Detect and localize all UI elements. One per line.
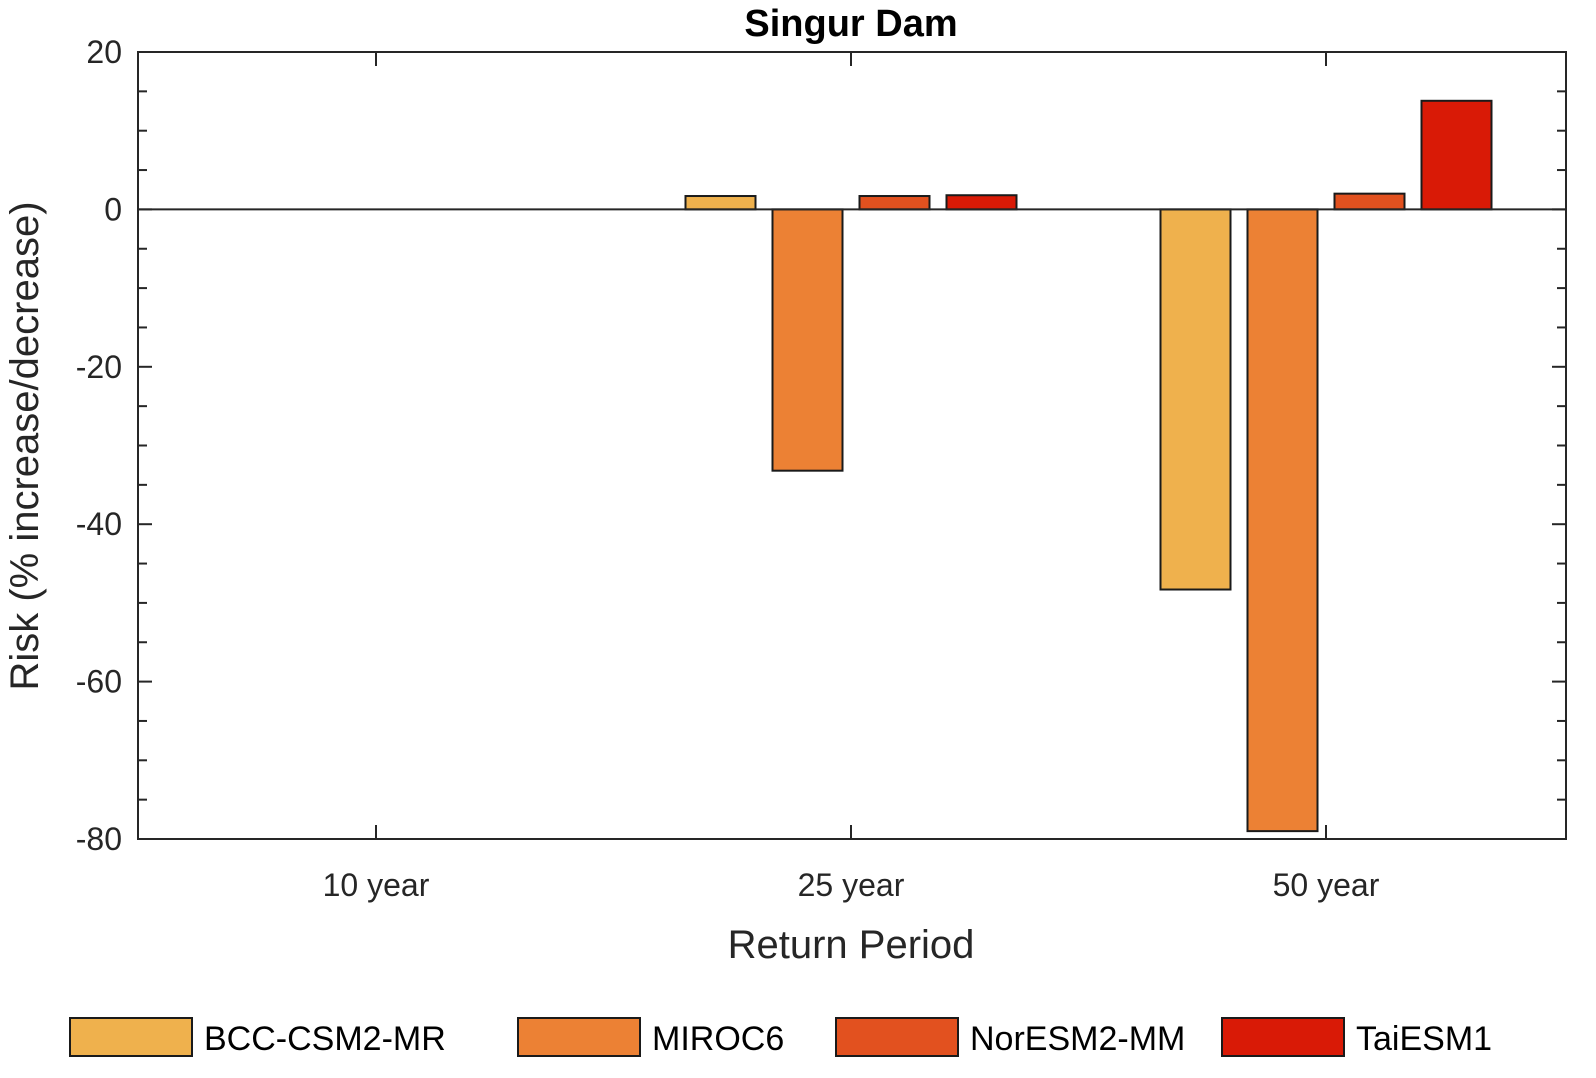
chart-title: Singur Dam	[744, 3, 957, 45]
bar-bcc-csm2-mr-25-year	[684, 195, 757, 211]
legend-label-miroc6: MIROC6	[652, 1020, 784, 1058]
y-tick-label: -60	[76, 664, 122, 700]
y-tick-label: -80	[76, 821, 122, 857]
legend-label-noresm2-mm: NorESM2-MM	[970, 1020, 1185, 1058]
bar-taiesm1-50-year	[1420, 99, 1493, 211]
y-axis-title: Risk (% increase/decrease)	[3, 201, 47, 690]
legend: BCC-CSM2-MR MIROC6 NorESM2-MM TaiESM1	[69, 1017, 1492, 1058]
y-tick-label: 20	[86, 34, 122, 70]
legend-swatch-noresm2-mm	[835, 1017, 959, 1057]
bar-noresm2-mm-50-year	[1333, 192, 1406, 211]
y-tick-label: -20	[76, 349, 122, 385]
bars-group	[684, 99, 1493, 833]
legend-swatch-bcc-csm2-mr	[69, 1017, 193, 1057]
x-tick-label: 10 year	[323, 867, 430, 903]
axis-ticks-group: 20 0 -20 -40 -60 -80 10 year 25 year 50 year	[76, 34, 1566, 903]
x-tick-label: 25 year	[798, 867, 905, 903]
x-tick-label: 50 year	[1273, 867, 1380, 903]
legend-label-bcc-csm2-mr: BCC-CSM2-MR	[204, 1020, 446, 1058]
legend-label-taiesm1: TaiESM1	[1356, 1020, 1492, 1058]
bar-taiesm1-25-year	[945, 194, 1018, 211]
plot-area-frame	[137, 51, 1567, 840]
y-tick-label: 0	[104, 191, 122, 227]
x-axis-title: Return Period	[728, 923, 975, 967]
legend-swatch-miroc6	[517, 1017, 641, 1057]
bar-bcc-csm2-mr-50-year	[1159, 208, 1232, 591]
bar-noresm2-mm-25-year	[858, 195, 931, 211]
y-tick-label: -40	[76, 506, 122, 542]
bar-miroc6-25-year	[771, 208, 844, 472]
bar-miroc6-50-year	[1246, 208, 1319, 833]
legend-swatch-taiesm1	[1221, 1017, 1345, 1057]
